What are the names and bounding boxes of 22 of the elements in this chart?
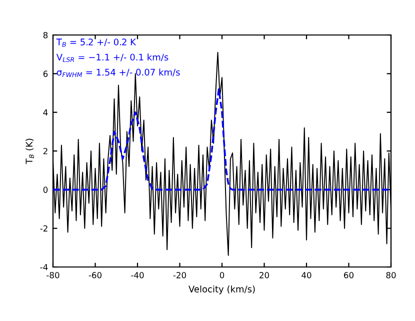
y-tick-label: 6 xyxy=(43,70,48,77)
x-tick-label: -80 xyxy=(46,272,60,278)
y-tick-label: 8 xyxy=(43,32,48,38)
x-tick-label: -20 xyxy=(173,272,186,278)
y-axis-title: T$_{B}$ (K) xyxy=(26,138,34,164)
annotation: T$_{B}$ = 5.2 +/- 0.2 K xyxy=(56,38,136,47)
x-axis-title: Velocity (km/s) xyxy=(188,285,255,294)
annotation: V$_{LSR}$ = −1.1 +/- 0.1 km/s xyxy=(56,54,168,62)
line-series xyxy=(53,88,391,191)
y-tick-label: 2 xyxy=(43,148,48,154)
x-tick-label: -60 xyxy=(88,272,102,278)
x-tick-label: 40 xyxy=(302,272,312,278)
y-tick-label: 0 xyxy=(43,186,48,193)
y-tick-label: -4 xyxy=(40,264,48,270)
y-tick-label: -2 xyxy=(40,225,48,232)
x-tick-label: 0 xyxy=(220,272,224,278)
annotation: σ$_{FWHM}$ = 1.54 +/- 0.07 km/s xyxy=(56,68,180,77)
x-tick-label: 80 xyxy=(386,272,396,278)
x-tick-label: 20 xyxy=(260,272,269,278)
y-tick-label: 4 xyxy=(43,109,48,116)
x-tick-label: 60 xyxy=(344,272,354,278)
x-tick-label: -40 xyxy=(131,272,144,278)
